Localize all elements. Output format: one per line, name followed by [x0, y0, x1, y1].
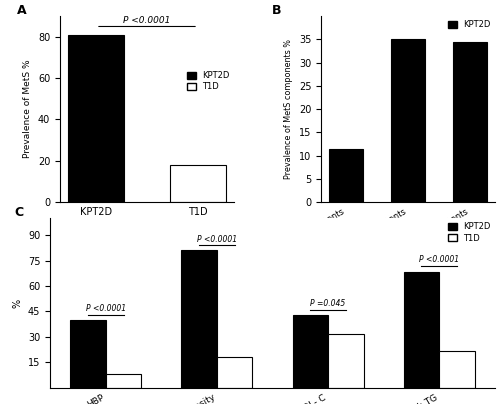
Bar: [182, 250, 217, 388]
Legend: KPT2D: KPT2D: [448, 20, 491, 29]
Bar: [70, 320, 106, 388]
Bar: [217, 357, 252, 388]
Bar: [329, 149, 363, 202]
Text: P =0.045: P =0.045: [310, 299, 346, 308]
Bar: [404, 272, 439, 388]
Bar: [328, 334, 364, 388]
Text: P <0.0001: P <0.0001: [419, 255, 460, 264]
Bar: [106, 374, 142, 388]
Bar: [68, 35, 124, 202]
Text: P <0.0001: P <0.0001: [124, 17, 170, 25]
Text: C: C: [14, 206, 24, 219]
Bar: [439, 351, 475, 388]
Bar: [391, 39, 425, 202]
Legend: KPT2D, T1D: KPT2D, T1D: [448, 222, 491, 243]
Bar: [453, 42, 487, 202]
Bar: [170, 165, 226, 202]
Legend: KPT2D, T1D: KPT2D, T1D: [188, 71, 230, 91]
Y-axis label: Prevalence of MetS components %: Prevalence of MetS components %: [284, 39, 293, 179]
Y-axis label: Prevalence of MetS %: Prevalence of MetS %: [24, 60, 32, 158]
Text: A: A: [16, 4, 26, 17]
Text: B: B: [272, 4, 282, 17]
Bar: [292, 315, 328, 388]
Text: P <0.0001: P <0.0001: [197, 235, 237, 244]
Y-axis label: %: %: [12, 299, 22, 307]
Text: P <0.0001: P <0.0001: [86, 304, 126, 313]
